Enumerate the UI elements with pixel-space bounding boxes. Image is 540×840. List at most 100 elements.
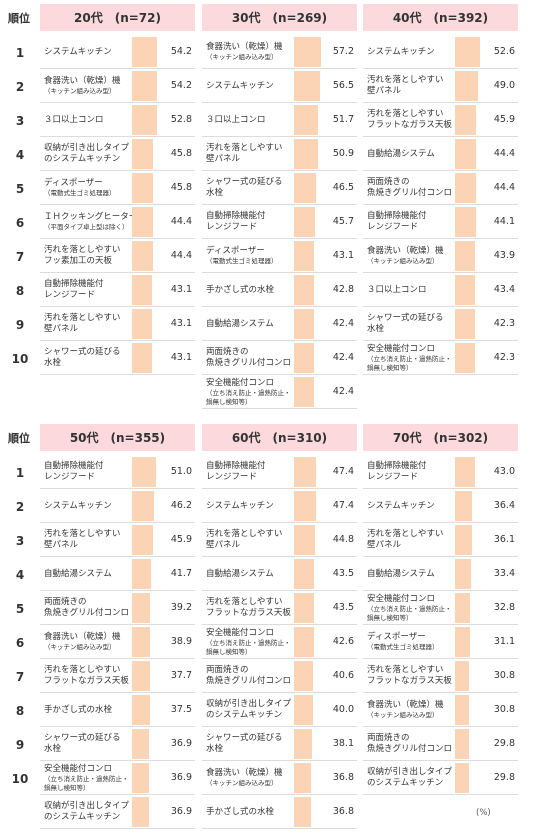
chart-row: ディスポーザー （電動式生ゴミ処理器） 31.1	[363, 626, 518, 659]
bar-label-line: 自動給湯システム	[367, 148, 435, 159]
bar-track	[132, 627, 160, 657]
chart-row: 自動掃除機能付 レンジフード 45.7	[202, 206, 357, 239]
chart-row: シャワー式の延びる 水栓 46.5	[202, 172, 357, 205]
bar-category-label: 汚れを落としやすい フラットなガラス天板	[367, 104, 457, 136]
bar-value-label: 42.3	[493, 318, 515, 329]
bar-label-line: ディスポーザー	[44, 178, 103, 189]
chart-row: ディスポーザー （電動式生ゴミ処理器） 43.1	[202, 240, 357, 273]
bar	[294, 377, 314, 407]
bar-label-line: 汚れを落としやすい	[367, 529, 444, 539]
bar-track	[294, 105, 322, 135]
rank-number: 3	[15, 534, 25, 548]
bar-category-label: ３口以上コンロ	[44, 104, 134, 136]
bar-value-label: 37.7	[170, 670, 192, 681]
bar	[294, 797, 311, 827]
bar-label-line: 自動掃除機能付	[44, 461, 104, 471]
bar-label-line: 両面焼きの	[44, 597, 87, 607]
bar	[132, 593, 150, 623]
bar-track	[455, 173, 483, 203]
bar-category-label: 安全機能付コンロ （立ち消え防止・過熱防止・ 鍋無し検知等）	[206, 626, 296, 658]
bar-label-line: 両面焼きの	[206, 347, 249, 357]
bar-category-label: 食器洗い（乾燥）機 （キッチン組み込み型）	[44, 626, 134, 658]
bar-label-line: 自動給湯システム	[206, 318, 274, 329]
bar-label-line: （電動式生ゴミ処理器）	[44, 189, 116, 198]
bar-label-line: 自動掃除機能付	[367, 461, 427, 471]
bar-label-line: （電動式生ゴミ処理器）	[206, 257, 278, 266]
bar-track	[455, 275, 483, 305]
bar-label-line: （立ち消え防止・過熱防止・	[44, 775, 129, 783]
chart-row: ３口以上コンロ 43.4	[363, 274, 518, 307]
bar-track	[294, 797, 322, 827]
bar-track	[132, 343, 160, 373]
bar	[132, 309, 152, 339]
bar	[132, 661, 150, 691]
bar-value-label: 36.8	[332, 772, 354, 783]
bar-label-line: 安全機能付コンロ	[44, 764, 113, 774]
chart-row: ３口以上コンロ 51.7	[202, 104, 357, 137]
bar-category-label: ディスポーザー （電動式生ゴミ処理器）	[44, 172, 134, 204]
bar-label-line: ３口以上コンロ	[44, 114, 104, 125]
bar	[132, 139, 153, 169]
bar-label-line: 壁パネル	[367, 86, 402, 96]
bar	[455, 241, 475, 271]
chart-row: 汚れを落としやすい 壁パネル 44.8	[202, 524, 357, 557]
bar-value-label: 40.6	[332, 670, 354, 681]
unit-note: (%)	[476, 808, 491, 818]
bar-label-line: 魚焼きグリル付コンロ	[367, 744, 453, 754]
bar-track	[455, 763, 483, 793]
bar-label-line: 汚れを落としやすい	[206, 597, 283, 607]
bar	[294, 661, 313, 691]
rank-number: 2	[15, 500, 25, 514]
bar-label-line: 鍋無し検知等）	[206, 647, 252, 656]
bar-value-label: 41.7	[170, 568, 192, 579]
bar	[294, 763, 311, 793]
group-header: 40代 (n=392)	[363, 4, 518, 31]
bar	[455, 661, 469, 691]
group-header: 70代 (n=302)	[363, 424, 518, 451]
bar-label-line: ＩＨクッキングヒーター	[44, 212, 134, 223]
bar-label-line: システムキッチン	[206, 80, 274, 91]
bar-value-label: 44.8	[332, 534, 354, 545]
bar-track	[132, 457, 160, 487]
bar-value-label: 42.3	[493, 352, 515, 363]
bar-track	[132, 241, 160, 271]
bar	[455, 525, 472, 555]
bar-label-line: 魚焼きグリル付コンロ	[44, 608, 130, 618]
bar-label-line: 食器洗い（乾燥）機	[367, 246, 444, 257]
bar-label-line: 汚れを落としやすい	[206, 529, 283, 539]
bar-label-line: 手かざし式の水栓	[206, 806, 275, 817]
bar-track	[132, 797, 160, 827]
chart-row: 安全機能付コンロ （立ち消え防止・過熱防止・ 鍋無し検知等） 36.9	[40, 762, 195, 795]
bar-category-label: ３口以上コンロ	[367, 274, 457, 306]
rank-number: 10	[11, 352, 29, 366]
bar-track	[294, 729, 322, 759]
bar-label-line: （電動式生ゴミ処理器）	[367, 643, 439, 652]
bar	[455, 207, 476, 237]
chart-row: 汚れを落としやすい フラットなガラス天板 43.5	[202, 592, 357, 625]
rank-number: 9	[15, 738, 25, 752]
bar-label-line: 鍋無し検知等）	[206, 397, 252, 406]
bar-category-label: 自動給湯システム	[206, 558, 296, 590]
chart-row: 食器洗い（乾燥）機 （キッチン組み込み型） 30.8	[363, 694, 518, 727]
bar-label-line: 食器洗い（乾燥）機	[44, 632, 121, 643]
bar-track	[132, 593, 160, 623]
chart-row: 自動給湯システム 41.7	[40, 558, 195, 591]
bar-track	[455, 37, 483, 67]
bar-track	[294, 241, 322, 271]
chart-row: 汚れを落としやすい 壁パネル 49.0	[363, 70, 518, 103]
bar-label-line: 収納が引き出しタイプ	[44, 143, 130, 153]
chart-row: 自動給湯システム 44.4	[363, 138, 518, 171]
bar	[132, 491, 154, 521]
bar-value-label: 46.5	[332, 182, 354, 193]
rank-number: 7	[15, 250, 25, 264]
bar-track	[294, 559, 322, 589]
bar-value-label: 43.4	[493, 284, 515, 295]
chart-row: 安全機能付コンロ （立ち消え防止・過熱防止・ 鍋無し検知等） 42.6	[202, 626, 357, 659]
bar-value-label: 42.4	[332, 386, 354, 397]
chart-row: 汚れを落としやすい 壁パネル 36.1	[363, 524, 518, 557]
bar	[294, 71, 320, 101]
bar	[132, 525, 153, 555]
bar-value-label: 45.9	[170, 534, 192, 545]
bar	[455, 457, 475, 487]
bar-value-label: 45.8	[170, 182, 192, 193]
